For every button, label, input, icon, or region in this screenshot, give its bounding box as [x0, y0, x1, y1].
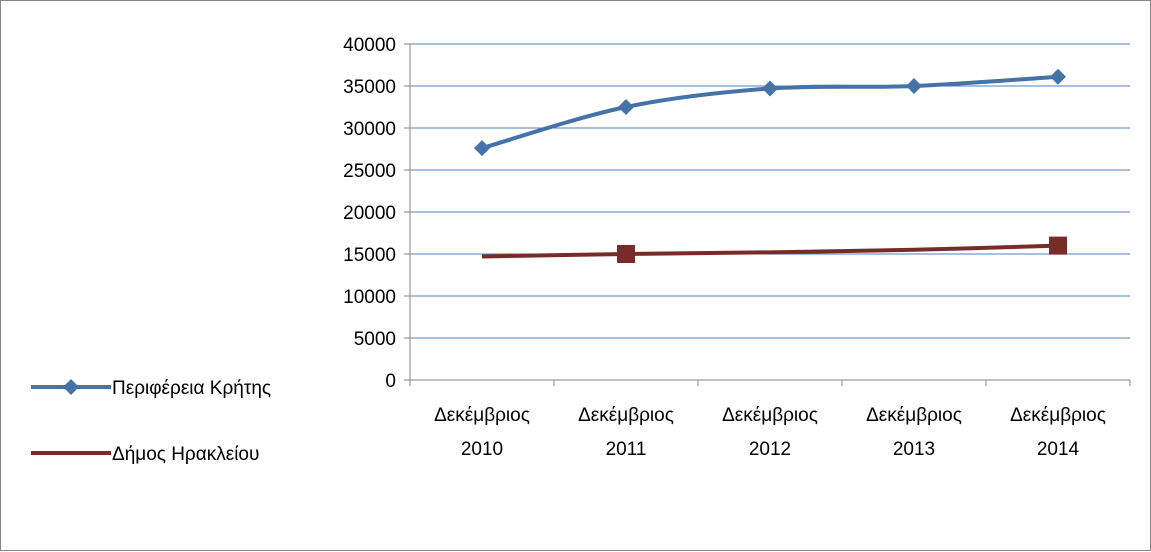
data-point [906, 78, 922, 94]
legend: Περιφέρεια Κρήτης Δήμος Ηρακλείου [31, 378, 271, 465]
series-lines [474, 68, 1067, 263]
data-point [474, 140, 490, 157]
data-point [1050, 68, 1066, 85]
x-tick-label: Δεκέμβριος 2011 [578, 405, 674, 460]
legend-label: Περιφέρεια Κρήτης [112, 378, 271, 399]
x-tick-label: Δεκέμβριος 2013 [866, 405, 962, 460]
legend-marker [63, 379, 79, 395]
y-axis-tick-labels: 0 5000 10000 15000 20000 25000 30000 35000 40000 [343, 35, 396, 392]
gridlines [404, 43, 1130, 381]
y-tick-label: 20000 [343, 203, 396, 224]
axes [409, 44, 1131, 386]
y-tick-label: 15000 [343, 245, 396, 266]
x-tick-label: Δεκέμβριος 2012 [722, 405, 818, 460]
y-tick-label: 40000 [343, 35, 396, 56]
data-point [617, 245, 635, 263]
legend-item: Δήμος Ηρακλείου [31, 444, 259, 465]
y-tick-label: 30000 [343, 119, 396, 140]
x-axis-tick-labels: Δεκέμβριος 2010 Δεκέμβριος 2011 Δεκέμβριος 20… [434, 405, 1106, 460]
legend-label: Δήμος Ηρακλείου [112, 444, 259, 465]
series-1 [474, 68, 1066, 157]
y-tick-label: 5000 [354, 329, 396, 350]
y-tick-label: 35000 [343, 77, 396, 98]
data-point [1049, 236, 1067, 255]
y-tick-label: 10000 [343, 287, 396, 308]
data-point [762, 80, 778, 97]
series-2 [481, 236, 1067, 263]
data-point [618, 99, 634, 115]
series-line [481, 243, 1059, 259]
y-tick-label: 0 [385, 371, 396, 392]
legend-item: Περιφέρεια Κρήτης [31, 378, 271, 399]
x-tick-label: Δεκέμβριος 2010 [434, 405, 530, 460]
x-tick-label: Δεκέμβριος 2014 [1010, 405, 1106, 460]
y-tick-label: 25000 [343, 161, 396, 182]
